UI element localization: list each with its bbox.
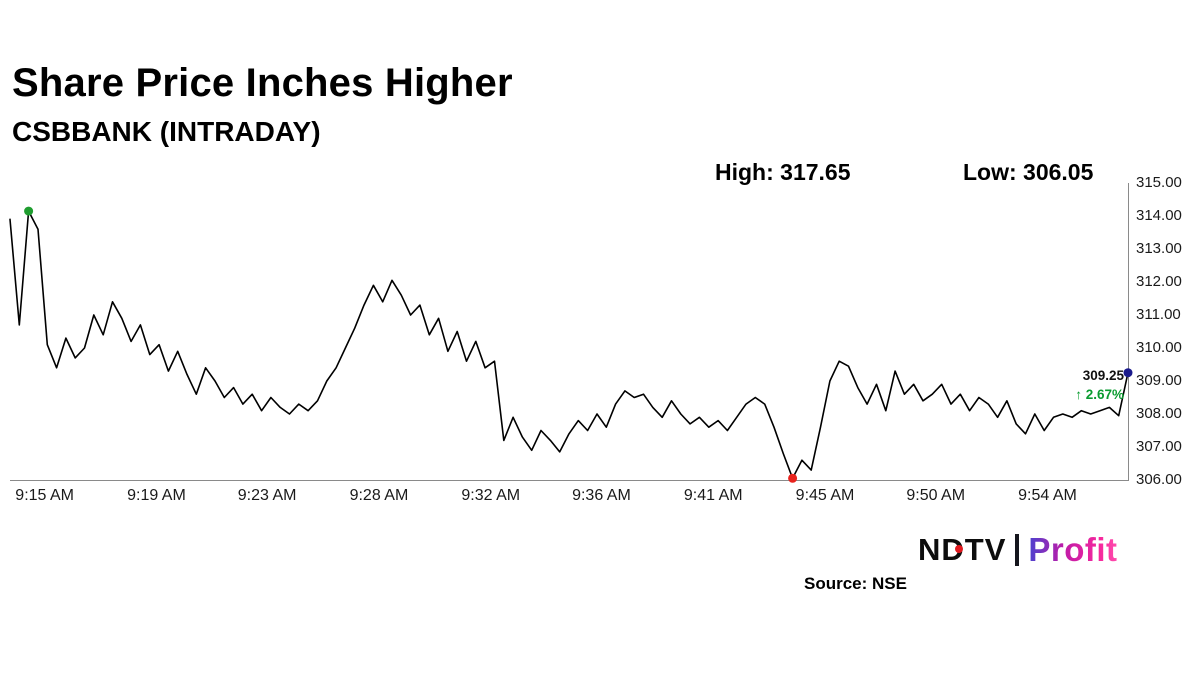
price-line-chart [9,206,1133,483]
y-axis-tick-label: 311.00 [1136,306,1181,323]
y-axis-tick-label: 309.00 [1136,372,1182,389]
x-axis-tick-label: 9:28 AM [349,487,409,504]
session-open-high-dot [24,206,34,216]
session-low-dot [788,473,798,483]
y-axis-tick-label: 307.00 [1136,438,1182,455]
x-axis-tick-label: 9:23 AM [237,487,297,504]
ndtv-logo-red-dot [955,545,963,553]
x-axis-tick-label: 9:45 AM [795,487,855,504]
y-axis-tick-label: 313.00 [1136,240,1182,257]
x-axis-tick-label: 9:15 AM [15,487,75,504]
profit-logo-text: Profit [1028,531,1118,568]
y-axis-tick-label: 312.00 [1136,273,1182,290]
last-price-label: 309.25 [1082,368,1124,383]
ndtv-profit-logo: NDTV Profit [918,530,1118,570]
logo-divider-bar [1015,534,1020,566]
source-label: Source: NSE [804,574,907,593]
x-axis-tick-label: 9:41 AM [683,487,743,504]
y-axis-tick-label: 308.00 [1136,405,1182,422]
y-axis-tick-label: 314.00 [1136,207,1182,224]
y-axis-tick-label: 306.00 [1136,471,1182,488]
high-value-label: High: 317.65 [715,159,851,185]
chart-subtitle: CSBBANK (INTRADAY) [12,116,321,147]
y-axis-tick-label: 315.00 [1136,174,1182,191]
y-axis-tick-label: 310.00 [1136,339,1182,356]
x-axis-tick-label: 9:36 AM [572,487,631,504]
last-price-callout: 309.25 ↑ 2.67% [994,368,1124,402]
x-axis-tick-label: 9:50 AM [906,487,966,504]
low-value-label: Low: 306.05 [963,159,1094,185]
ndtv-logo-text: NDTV [918,532,1007,567]
plot-area [9,183,1133,483]
x-axis-tick-label: 9:54 AM [1018,487,1077,504]
price-line [9,210,1129,480]
last-price-dot [1123,368,1133,378]
x-axis-tick-label: 9:19 AM [127,487,186,504]
page-title: Share Price Inches Higher [12,61,513,105]
x-axis-tick-label: 9:32 AM [461,487,521,504]
change-percent-label: ↑ 2.67% [1075,387,1124,402]
